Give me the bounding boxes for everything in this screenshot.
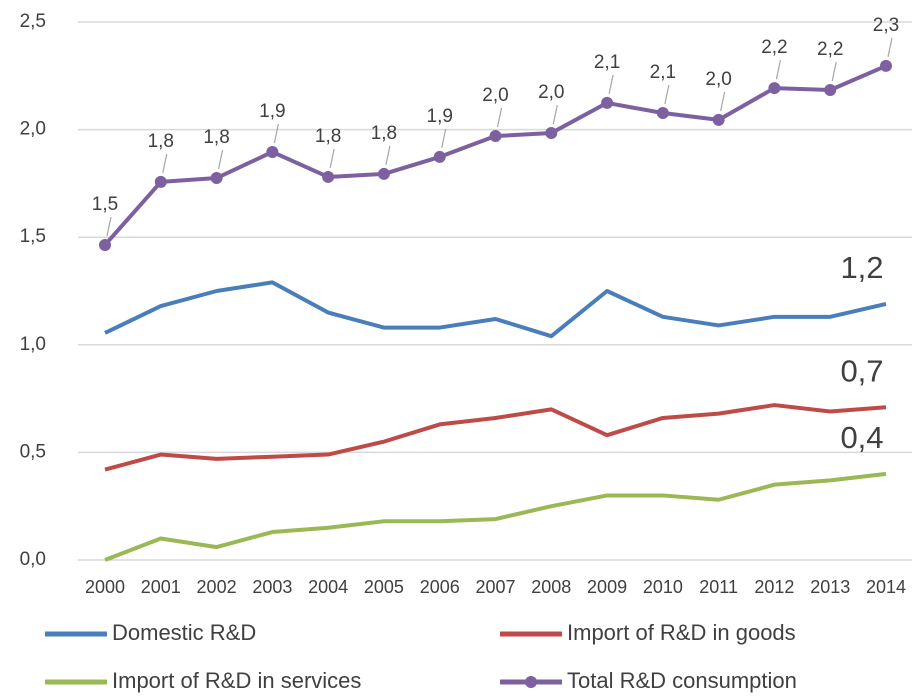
point-marker (824, 84, 837, 97)
x-tick-label: 2011 (699, 577, 738, 597)
y-tick-label: 0,5 (20, 441, 46, 462)
data-label: 1,8 (315, 126, 341, 147)
data-label: 1,8 (148, 131, 174, 152)
point-marker (377, 167, 390, 180)
point-marker (712, 113, 725, 126)
x-tick-label: 2014 (866, 577, 906, 597)
point-marker (99, 238, 111, 251)
data-label: 2,3 (873, 15, 899, 36)
leader-line (273, 123, 279, 144)
point-marker (322, 170, 335, 183)
leader-line (106, 216, 112, 237)
x-tick-label: 2002 (197, 577, 237, 597)
point-marker (210, 172, 223, 185)
legend-marker (525, 676, 537, 688)
leader-line (775, 59, 782, 80)
leader-line (329, 148, 335, 169)
x-tick-label: 2006 (420, 577, 460, 597)
x-tick-label: 2010 (643, 577, 683, 597)
y-tick-label: 1,5 (20, 226, 46, 247)
legend-label: Import of R&D in services (112, 668, 361, 693)
data-label: 1,9 (259, 101, 285, 122)
data-label: 1,9 (427, 106, 453, 127)
leader-line (720, 91, 726, 112)
leader-line (552, 104, 558, 125)
x-tick-label: 2013 (810, 577, 850, 597)
legend-label: Import of R&D in goods (567, 620, 796, 645)
x-tick-label: 2007 (475, 577, 515, 597)
data-label: 2,0 (538, 82, 564, 103)
data-label: 2,0 (705, 69, 731, 90)
legend-label: Total R&D consumption (567, 668, 797, 693)
leader-line (608, 74, 614, 95)
point-marker (154, 175, 167, 188)
data-label: 2,0 (482, 85, 508, 106)
series-line (104, 471, 887, 562)
data-label: 2,1 (650, 62, 676, 83)
leader-line (887, 37, 893, 58)
leader-line (496, 107, 503, 128)
data-label: 0,4 (840, 420, 883, 455)
point-marker (880, 59, 892, 72)
x-tick-label: 2005 (364, 577, 404, 597)
data-label: 1,2 (840, 250, 883, 285)
y-tick-label: 1,0 (20, 334, 46, 355)
data-label: 0,7 (840, 353, 883, 388)
x-tick-label: 2009 (587, 577, 627, 597)
x-tick-label: 2001 (141, 577, 181, 597)
point-marker (266, 145, 279, 158)
point-marker (656, 107, 669, 120)
data-label: 1,8 (203, 127, 229, 148)
data-label: 1,8 (371, 123, 397, 144)
point-marker (433, 150, 446, 163)
series-line (104, 280, 887, 339)
leader-line (385, 145, 391, 166)
legend-label: Domestic R&D (112, 620, 256, 645)
point-marker (601, 96, 614, 109)
point-marker (545, 127, 558, 140)
data-label: 2,1 (594, 52, 620, 73)
x-tick-label: 2003 (252, 577, 292, 597)
leader-line (664, 84, 670, 105)
leader-line (217, 149, 224, 170)
point-marker (489, 130, 502, 143)
y-tick-label: 2,0 (20, 119, 46, 140)
y-tick-label: 2,5 (20, 11, 46, 32)
leader-line (831, 61, 837, 82)
point-marker (768, 82, 781, 95)
x-tick-label: 2008 (531, 577, 571, 597)
data-label: 1,5 (92, 194, 118, 215)
data-label: 2,2 (817, 39, 843, 60)
leader-line (441, 128, 447, 149)
data-label: 2,2 (761, 37, 787, 58)
leader-line (162, 153, 168, 174)
x-tick-label: 2000 (85, 577, 125, 597)
y-tick-label: 0,0 (20, 549, 46, 570)
x-tick-label: 2012 (754, 577, 794, 597)
x-tick-label: 2004 (308, 577, 348, 597)
series-line (104, 403, 887, 472)
